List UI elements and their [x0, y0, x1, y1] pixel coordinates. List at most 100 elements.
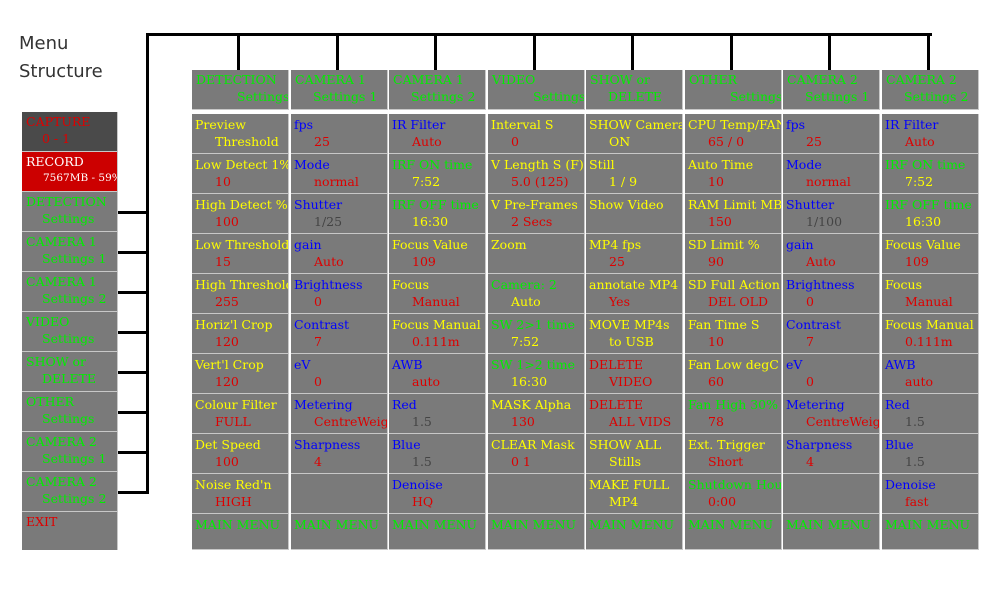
column-header-detection[interactable]: DETECTION Settings [192, 70, 289, 110]
setting-cell[interactable]: CLEAR Mask 0 1 [488, 434, 585, 474]
setting-cell[interactable]: V Pre-Frames 2 Secs [488, 194, 585, 234]
setting-cell[interactable] [783, 474, 880, 514]
sidebar-item-detection[interactable]: DETECTION Settings [22, 192, 118, 232]
setting-cell[interactable]: Low Detect 1% 10 [192, 154, 289, 194]
setting-cell[interactable]: Noise Red'n HIGH [192, 474, 289, 514]
setting-cell[interactable]: Brightness 0 [783, 274, 880, 314]
setting-cell[interactable]: AWB auto [389, 354, 486, 394]
column-header-camera2-settings2[interactable]: CAMERA 2 Settings 2 [882, 70, 979, 110]
setting-cell[interactable]: Blue 1.5 [389, 434, 486, 474]
setting-cell[interactable]: Focus Manual [389, 274, 486, 314]
setting-cell[interactable]: Blue 1.5 [882, 434, 979, 474]
sidebar-item-camera2-settings1[interactable]: CAMERA 2 Settings 1 [22, 432, 118, 472]
setting-cell[interactable]: Sharpness 4 [783, 434, 880, 474]
setting-cell[interactable]: SHOW Camera ON [586, 114, 683, 154]
main-menu-button[interactable]: MAIN MENU [192, 514, 289, 550]
setting-cell[interactable]: Still 1 / 9 [586, 154, 683, 194]
setting-cell[interactable]: Interval S 0 [488, 114, 585, 154]
sidebar-item-show-delete[interactable]: SHOW or DELETE [22, 352, 118, 392]
sidebar-item-camera2-settings2[interactable]: CAMERA 2 Settings 2 [22, 472, 118, 512]
setting-cell[interactable]: Shutdown Hour 0:00 [685, 474, 782, 514]
sidebar-item-other[interactable]: OTHER Settings [22, 392, 118, 432]
setting-cell[interactable]: Brightness 0 [291, 274, 388, 314]
setting-cell[interactable]: Sharpness 4 [291, 434, 388, 474]
setting-cell[interactable]: SD Limit % 90 [685, 234, 782, 274]
setting-cell[interactable]: SD Full Action DEL OLD [685, 274, 782, 314]
setting-cell[interactable]: Mode normal [291, 154, 388, 194]
setting-cell[interactable]: IRF OFF time 16:30 [389, 194, 486, 234]
setting-cell[interactable]: Denoise HQ [389, 474, 486, 514]
setting-cell[interactable]: DELETE ALL VIDS [586, 394, 683, 434]
setting-cell[interactable]: Red 1.5 [882, 394, 979, 434]
setting-cell[interactable]: Red 1.5 [389, 394, 486, 434]
column-header-video[interactable]: VIDEO Settings [488, 70, 585, 110]
setting-cell[interactable]: Show Video [586, 194, 683, 234]
setting-cell[interactable]: Zoom [488, 234, 585, 274]
main-menu-button[interactable]: MAIN MENU [291, 514, 388, 550]
setting-cell[interactable]: fps 25 [783, 114, 880, 154]
setting-cell[interactable]: High Detect % 100 [192, 194, 289, 234]
setting-cell[interactable]: IR Filter Auto [882, 114, 979, 154]
setting-cell[interactable]: Focus Manual [882, 274, 979, 314]
setting-cell[interactable]: RAM Limit MB 150 [685, 194, 782, 234]
setting-cell[interactable]: MP4 fps 25 [586, 234, 683, 274]
setting-cell[interactable]: Det Speed 100 [192, 434, 289, 474]
sidebar-item-video[interactable]: VIDEO Settings [22, 312, 118, 352]
setting-cell[interactable] [291, 474, 388, 514]
setting-cell[interactable]: Contrast 7 [783, 314, 880, 354]
setting-cell[interactable]: Horiz'l Crop 120 [192, 314, 289, 354]
setting-cell[interactable] [488, 474, 585, 514]
sidebar-item-camera1-settings1[interactable]: CAMERA 1 Settings 1 [22, 232, 118, 272]
setting-cell[interactable]: Colour Filter FULL [192, 394, 289, 434]
main-menu-button[interactable]: MAIN MENU [586, 514, 683, 550]
setting-cell[interactable]: gain Auto [783, 234, 880, 274]
setting-cell[interactable]: Shutter 1/25 [291, 194, 388, 234]
setting-cell[interactable]: V Length S (F) 5.0 (125) [488, 154, 585, 194]
setting-cell[interactable]: SHOW ALL Stills [586, 434, 683, 474]
setting-cell[interactable]: MOVE MP4s to USB [586, 314, 683, 354]
column-header-camera1-settings1[interactable]: CAMERA 1 Settings 1 [291, 70, 388, 110]
setting-cell[interactable]: Ext. Trigger Short [685, 434, 782, 474]
setting-cell[interactable]: Focus Value 109 [882, 234, 979, 274]
setting-cell[interactable]: annotate MP4 Yes [586, 274, 683, 314]
setting-cell[interactable]: High Threshold 255 [192, 274, 289, 314]
setting-cell[interactable]: IRF ON time 7:52 [882, 154, 979, 194]
setting-cell[interactable]: AWB auto [882, 354, 979, 394]
main-menu-button[interactable]: MAIN MENU [389, 514, 486, 550]
column-header-camera2-settings1[interactable]: CAMERA 2 Settings 1 [783, 70, 880, 110]
main-menu-button[interactable]: MAIN MENU [488, 514, 585, 550]
sidebar-item-record[interactable]: RECORD 7567MB - 59% [22, 152, 118, 192]
setting-cell[interactable]: Low Threshold 15 [192, 234, 289, 274]
setting-cell[interactable]: Focus Manual 0.111m [882, 314, 979, 354]
setting-cell[interactable]: Metering CentreWeight [783, 394, 880, 434]
setting-cell[interactable]: SW 1>2 time 16:30 [488, 354, 585, 394]
setting-cell[interactable]: IRF ON time 7:52 [389, 154, 486, 194]
setting-cell[interactable]: Denoise fast [882, 474, 979, 514]
setting-cell[interactable]: MASK Alpha 130 [488, 394, 585, 434]
sidebar-item-camera1-settings2[interactable]: CAMERA 1 Settings 2 [22, 272, 118, 312]
sidebar-item-exit[interactable]: EXIT [22, 512, 118, 550]
setting-cell[interactable]: Auto Time 10 [685, 154, 782, 194]
setting-cell[interactable]: Preview Threshold [192, 114, 289, 154]
setting-cell[interactable]: Contrast 7 [291, 314, 388, 354]
column-header-show-delete[interactable]: SHOW or DELETE [586, 70, 683, 110]
main-menu-button[interactable]: MAIN MENU [783, 514, 880, 550]
setting-cell[interactable]: Metering CentreWeight [291, 394, 388, 434]
setting-cell[interactable]: Shutter 1/100 [783, 194, 880, 234]
main-menu-button[interactable]: MAIN MENU [685, 514, 782, 550]
setting-cell[interactable]: MAKE FULL MP4 [586, 474, 683, 514]
main-menu-button[interactable]: MAIN MENU [882, 514, 979, 550]
setting-cell[interactable]: IRF OFF time 16:30 [882, 194, 979, 234]
setting-cell[interactable]: Mode normal [783, 154, 880, 194]
column-header-camera1-settings2[interactable]: CAMERA 1 Settings 2 [389, 70, 486, 110]
setting-cell[interactable]: Camera: 2 Auto [488, 274, 585, 314]
setting-cell[interactable]: Fan High 30% 78 [685, 394, 782, 434]
setting-cell[interactable]: DELETE VIDEO [586, 354, 683, 394]
setting-cell[interactable]: Focus Manual 0.111m [389, 314, 486, 354]
setting-cell[interactable]: IR Filter Auto [389, 114, 486, 154]
setting-cell[interactable]: gain Auto [291, 234, 388, 274]
sidebar-item-capture[interactable]: CAPTURE 0 - 1 [22, 112, 118, 152]
setting-cell[interactable]: Vert'l Crop 120 [192, 354, 289, 394]
setting-cell[interactable]: CPU Temp/FAN 65 / 0 [685, 114, 782, 154]
setting-cell[interactable]: Fan Low degC 60 [685, 354, 782, 394]
